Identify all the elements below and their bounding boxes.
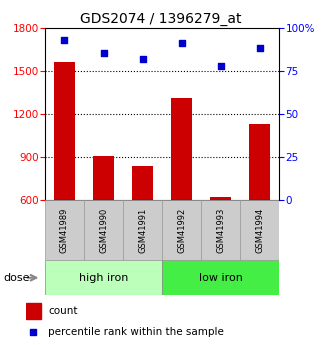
Bar: [132, 166, 153, 200]
Bar: [162, 200, 201, 260]
Point: [30, 330, 35, 335]
Point: [101, 51, 106, 56]
Text: low iron: low iron: [199, 273, 243, 283]
Bar: [240, 200, 279, 260]
Text: high iron: high iron: [79, 273, 128, 283]
Bar: [93, 156, 114, 200]
Point: [257, 46, 262, 51]
Bar: [171, 98, 192, 200]
Text: GSM41993: GSM41993: [216, 208, 225, 253]
Point: [179, 40, 184, 46]
Bar: [45, 200, 84, 260]
Text: GSM41990: GSM41990: [99, 208, 108, 253]
Text: GSM41991: GSM41991: [138, 208, 147, 253]
Bar: [84, 200, 123, 260]
Bar: [162, 260, 279, 295]
Point: [218, 63, 223, 68]
Bar: [249, 124, 271, 200]
Text: GDS2074 / 1396279_at: GDS2074 / 1396279_at: [80, 12, 241, 26]
Bar: [54, 62, 75, 200]
Bar: [123, 200, 162, 260]
Bar: [210, 197, 231, 200]
Text: GSM41994: GSM41994: [255, 208, 264, 253]
Bar: [26, 303, 41, 319]
Text: GSM41992: GSM41992: [177, 208, 186, 253]
Text: percentile rank within the sample: percentile rank within the sample: [48, 327, 224, 337]
Bar: [45, 260, 162, 295]
Point: [62, 37, 67, 42]
Point: [140, 56, 145, 61]
Bar: [201, 200, 240, 260]
Text: GSM41989: GSM41989: [60, 208, 69, 253]
Text: dose: dose: [3, 273, 30, 283]
Text: count: count: [48, 306, 78, 316]
